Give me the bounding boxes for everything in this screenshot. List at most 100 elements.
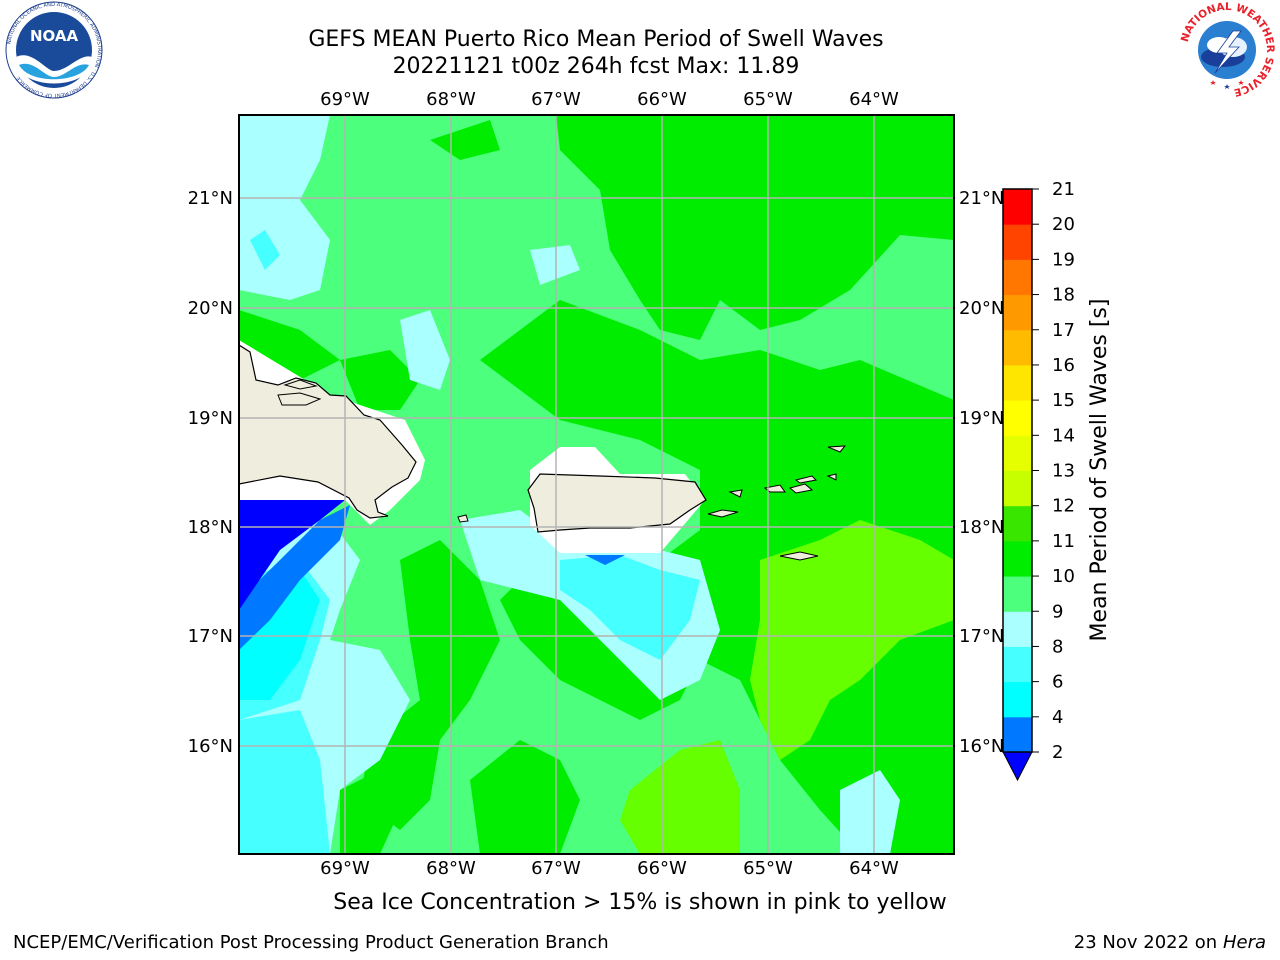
lat-label-right: 20°N [959,298,1004,319]
noaa-logo-text: NOAA [30,27,79,45]
colorbar-tick-label: 21 [1052,179,1075,200]
contour-10-11 [470,740,580,854]
footer-host: Hera [1222,932,1266,953]
lon-label-top: 66°W [637,89,687,110]
colorbar-under-triangle [1002,751,1033,782]
colorbar-bin [1003,400,1032,436]
footer-credit: NCEP/EMC/Verification Post Processing Pr… [13,932,609,953]
land-vieques [707,509,739,518]
lon-label-bottom: 69°W [320,858,370,879]
colorbar-ticks: 2 4 6 8 9 10 11 12 13 14 15 16 17 18 19 20 21 [1032,179,1075,763]
colorbar-bin [1003,329,1032,366]
lat-label-right: 18°N [959,517,1004,538]
contour-2-4 [585,555,625,565]
colorbar-title: Mean Period of Swell Waves [s] [1087,299,1112,642]
contour-8-9 [400,310,450,390]
colorbar-tick-label: 20 [1052,214,1075,235]
colorbar-bin [1003,540,1032,577]
lon-label-bottom: 66°W [637,858,687,879]
colorbar-tick-label: 9 [1052,601,1063,622]
contour-11-12 [620,740,740,854]
lat-label-left: 17°N [188,626,233,647]
lon-label-top: 64°W [849,89,899,110]
lon-label-bottom: 64°W [849,858,899,879]
contour-6-8 [250,230,280,270]
nws-logo: NATIONAL WEATHER SERVICE [1179,1,1276,98]
colorbar-tick-label: 19 [1052,249,1075,270]
colorbar-bin [1003,224,1032,260]
land-mona-island [457,514,469,523]
colorbar-tick-label: 11 [1052,531,1075,552]
colorbar-bin [1003,646,1032,683]
contour-4-6 [239,570,320,700]
colorbar-bin [1003,294,1032,331]
colorbar-tick-label: 4 [1052,707,1063,728]
colorbar-tick-label: 2 [1052,742,1063,763]
lon-label-top: 68°W [426,89,476,110]
lat-label-right: 21°N [959,188,1004,209]
colorbar-bin [1003,259,1032,296]
land-sombrero [826,473,837,481]
lon-label-top: 69°W [320,89,370,110]
lon-label-top: 67°W [531,89,581,110]
contour-10-11 [430,120,500,160]
map-frame [238,114,955,855]
lat-label-left: 21°N [188,188,233,209]
contour-8-9 [530,245,580,285]
contour-10-11 [556,115,954,340]
lat-label-right: 16°N [959,736,1004,757]
lat-label-right: 17°N [959,626,1004,647]
footer-date: 23 Nov 2022 on Hera [1074,932,1266,954]
noaa-logo: NOAA NATIONAL OCEANIC AND ATMOSPHERIC AD… [5,1,103,99]
colorbar-tick-label: 15 [1052,390,1075,411]
colorbar-bins [1003,189,1032,753]
lat-label-left: 20°N [188,298,233,319]
contour-10-11 [360,540,500,830]
lon-label-bottom: 65°W [743,858,793,879]
land-tortola [788,483,814,494]
land-hispaniola [239,344,417,519]
colorbar-bin [1003,716,1032,753]
land-anegada [827,445,847,453]
swell-period-field [239,115,954,854]
colorbar-tick-label: 6 [1052,672,1063,693]
lon-label-bottom: 67°W [531,858,581,879]
contour-8-9 [840,770,900,854]
colorbar-tick-label: 10 [1052,566,1075,587]
land-tortuga [277,392,322,406]
sea-ice-note: Sea Ice Concentration > 15% is shown in … [333,890,947,915]
contour-6-8 [560,555,700,660]
colorbar-bin [1003,435,1032,471]
colorbar-bin [1003,611,1032,647]
colorbar-tick-label: 12 [1052,496,1075,517]
lat-label-left: 18°N [188,517,233,538]
colorbar-tick-label: 14 [1052,425,1075,446]
map-title: GEFS MEAN Puerto Rico Mean Period of Swe… [308,27,884,52]
colorbar-bin [1003,576,1032,612]
lon-label-top: 65°W [743,89,793,110]
map-subtitle: 20221121 t00z 264h fcst Max: 11.89 [392,54,800,79]
colorbar-tick-label: 8 [1052,636,1063,657]
lat-label-left: 16°N [188,736,233,757]
land-st-croix [779,551,819,561]
land-gonave [283,379,318,390]
colorbar-bin [1003,681,1032,718]
contour-10-11 [340,350,420,410]
colorbar-bin [1003,470,1032,507]
colorbar: 2 4 6 8 9 10 11 12 13 14 15 16 17 18 19 20 21 Mean Perio… [1002,179,1112,782]
contour-2-4 [239,505,350,650]
colorbar-tick-label: 16 [1052,355,1075,376]
contour-11-12 [750,520,954,760]
gridlines [239,115,954,854]
land-culebra [728,489,743,498]
lat-label-right: 19°N [959,408,1004,429]
colorbar-tick-label: 18 [1052,285,1075,306]
colorbar-bin [1003,364,1032,401]
lon-label-bottom: 68°W [426,858,476,879]
colorbar-tick-label: 17 [1052,320,1075,341]
colorbar-tick-label: 13 [1052,461,1075,482]
land-virgin-gorda [794,475,818,484]
lat-label-left: 19°N [188,408,233,429]
